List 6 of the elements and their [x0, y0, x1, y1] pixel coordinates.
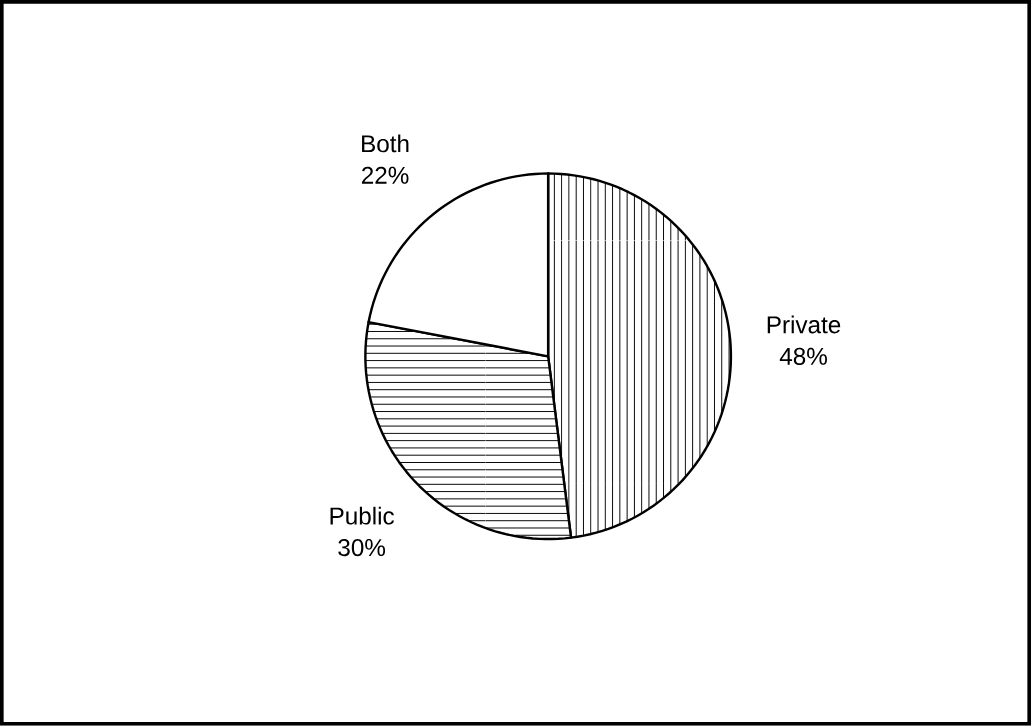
data-label: 48% — [779, 347, 827, 366]
slice-label: Private — [767, 315, 841, 334]
slice-label: Both — [362, 134, 409, 153]
data-label: 30% — [338, 539, 386, 557]
slice-label: Public — [330, 506, 394, 525]
data-label: 22% — [361, 166, 409, 184]
